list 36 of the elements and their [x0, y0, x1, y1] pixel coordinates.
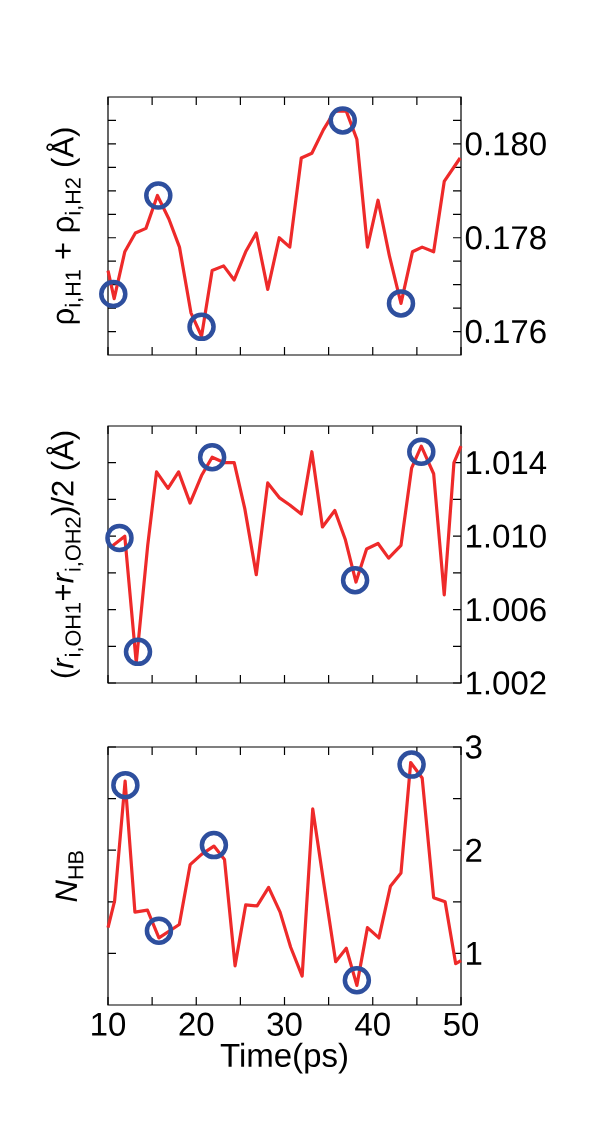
- point: [123, 637, 153, 667]
- x-tick-label: 40: [355, 1012, 390, 1036]
- y-tick-label: 1: [467, 942, 482, 965]
- point: [340, 565, 370, 595]
- line-series: [106, 760, 463, 987]
- x-tick-label: 20: [179, 1012, 214, 1036]
- line-series: [106, 109, 462, 338]
- point: [386, 289, 416, 318]
- point: [111, 770, 140, 800]
- point: [144, 181, 173, 210]
- y-tick-label: 1.014: [467, 451, 547, 475]
- point: [99, 279, 128, 309]
- point: [197, 442, 227, 472]
- y-tick-label: 2: [466, 838, 482, 862]
- y-axis-title: N$_{HB}$: [55, 851, 84, 902]
- point: [328, 106, 357, 135]
- point: [187, 312, 216, 342]
- point: [144, 916, 174, 945]
- point: [407, 437, 436, 466]
- x-tick-label: 30: [267, 1012, 302, 1036]
- y-tick-label: 1.010: [467, 524, 546, 548]
- x-axis-title: Time(ps): [220, 1042, 347, 1074]
- y-tick-label: 1.006: [467, 597, 546, 622]
- y-tick-label: 0.178: [465, 226, 546, 250]
- point: [397, 750, 426, 779]
- point: [199, 830, 229, 860]
- y-tick-label: 0.180: [465, 132, 546, 156]
- point: [105, 523, 134, 553]
- point: [342, 966, 372, 995]
- x-tick-label: 50: [443, 1012, 479, 1036]
- y-axis-title: ρ$_{i,H1}$ + ρ$_{i,H2}$ (Å): [46, 128, 84, 324]
- y-tick-label: 0.176: [465, 319, 546, 344]
- y-tick-label: 1.002: [467, 671, 546, 695]
- y-axis-title: (r$_{i,OH1}$+r$_{i,OH2}$)/2 (Å): [46, 431, 84, 678]
- y-tick-label: 3: [465, 735, 482, 759]
- x-tick-label: 10: [92, 1012, 126, 1036]
